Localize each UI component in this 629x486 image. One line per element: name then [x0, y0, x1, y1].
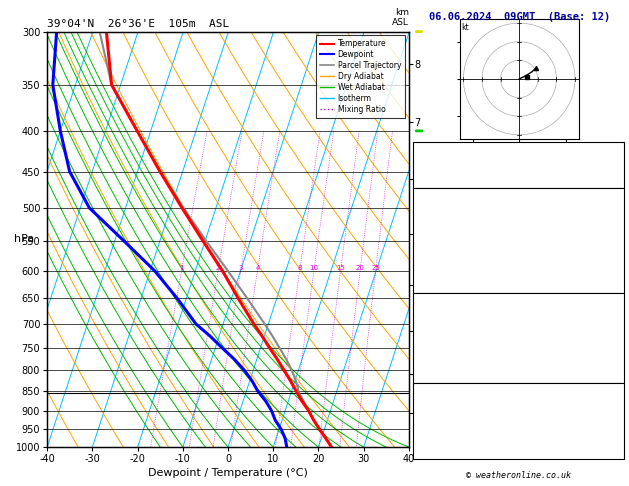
Text: 8: 8 [298, 265, 302, 271]
Text: StmDir: StmDir [417, 434, 449, 442]
Text: Mixing Ratio (g/kg): Mixing Ratio (g/kg) [452, 200, 461, 279]
Text: Hodograph: Hodograph [493, 388, 545, 397]
Text: CIN (J): CIN (J) [417, 283, 455, 292]
Text: km
ASL: km ASL [392, 8, 409, 27]
Text: 3: 3 [615, 253, 620, 261]
Text: 13: 13 [610, 223, 620, 231]
Text: LCL: LCL [416, 388, 431, 398]
Text: Lifted Index: Lifted Index [417, 343, 482, 352]
Text: PW (cm): PW (cm) [417, 177, 455, 186]
Text: 0: 0 [615, 358, 620, 367]
Text: 0: 0 [615, 373, 620, 382]
Text: Totals Totals: Totals Totals [417, 162, 487, 171]
Text: 20: 20 [355, 265, 365, 271]
Text: 3: 3 [615, 343, 620, 352]
Text: Surface: Surface [499, 192, 538, 201]
Text: Most Unstable: Most Unstable [481, 298, 556, 307]
Text: 24: 24 [610, 418, 620, 427]
Text: 2.62: 2.62 [599, 177, 620, 186]
Text: Dewp (°C): Dewp (°C) [417, 223, 465, 231]
Legend: Temperature, Dewpoint, Parcel Trajectory, Dry Adiabat, Wet Adiabat, Isotherm, Mi: Temperature, Dewpoint, Parcel Trajectory… [316, 35, 405, 118]
Text: 2: 2 [216, 265, 220, 271]
Text: 1: 1 [179, 265, 184, 271]
Text: 3: 3 [238, 265, 243, 271]
Text: © weatheronline.co.uk: © weatheronline.co.uk [466, 471, 571, 480]
Text: 10: 10 [309, 265, 318, 271]
Text: CIN (J): CIN (J) [417, 373, 455, 382]
Text: 15: 15 [336, 265, 345, 271]
Text: -38: -38 [604, 403, 620, 412]
Text: θᴇ(K): θᴇ(K) [417, 238, 444, 246]
Text: 1000: 1000 [599, 313, 620, 322]
Text: CAPE (J): CAPE (J) [417, 268, 460, 277]
Text: 48: 48 [610, 162, 620, 171]
Text: θᴇ (K): θᴇ (K) [417, 328, 449, 337]
Text: 22.9: 22.9 [599, 208, 620, 216]
Text: EH: EH [417, 403, 428, 412]
Text: SREH: SREH [417, 418, 438, 427]
Text: kt: kt [462, 23, 469, 32]
Text: hPa: hPa [14, 234, 34, 244]
X-axis label: Dewpoint / Temperature (°C): Dewpoint / Temperature (°C) [148, 468, 308, 478]
Text: 4: 4 [255, 265, 260, 271]
Text: 323: 323 [604, 328, 620, 337]
Text: Pressure (mb): Pressure (mb) [417, 313, 487, 322]
Text: Lifted Index: Lifted Index [417, 253, 482, 261]
Text: 25: 25 [371, 265, 380, 271]
Text: 0: 0 [615, 268, 620, 277]
Text: CAPE (J): CAPE (J) [417, 358, 460, 367]
Text: 28: 28 [610, 147, 620, 156]
Text: StmSpd (kt): StmSpd (kt) [417, 449, 476, 457]
Text: K: K [417, 147, 423, 156]
Text: 0: 0 [615, 283, 620, 292]
Text: 323: 323 [604, 238, 620, 246]
Text: 39°04'N  26°36'E  105m  ASL: 39°04'N 26°36'E 105m ASL [47, 19, 230, 30]
Text: Temp (°C): Temp (°C) [417, 208, 465, 216]
Text: 06.06.2024  09GMT  (Base: 12): 06.06.2024 09GMT (Base: 12) [429, 12, 610, 22]
Text: 295°: 295° [599, 434, 620, 442]
Text: 16: 16 [610, 449, 620, 457]
